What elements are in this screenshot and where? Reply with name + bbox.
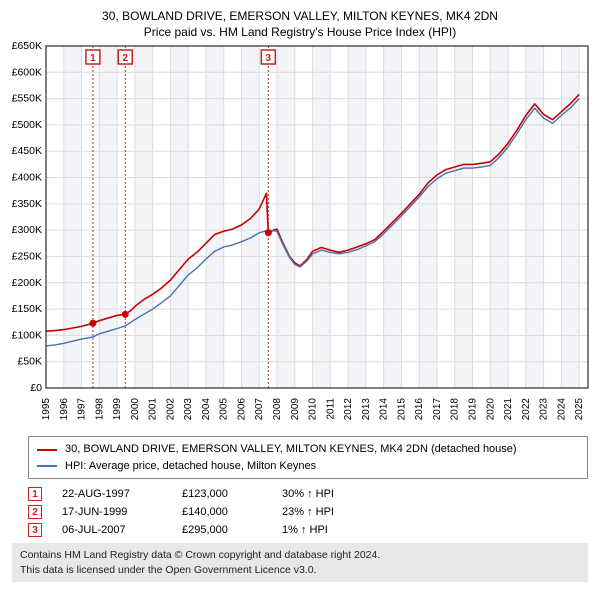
svg-text:2006: 2006 [236,398,247,421]
svg-text:2020: 2020 [485,398,496,421]
sale-price-2: £140,000 [182,506,262,518]
svg-text:£150K: £150K [12,303,42,315]
svg-text:2008: 2008 [272,398,283,421]
svg-text:£300K: £300K [12,225,42,237]
footer-line-2: This data is licensed under the Open Gov… [20,563,580,577]
svg-text:£650K: £650K [12,40,42,52]
svg-text:£0: £0 [30,382,42,394]
legend-swatch-1 [37,449,57,451]
svg-text:2005: 2005 [219,398,230,421]
svg-text:1998: 1998 [94,398,105,421]
title-line-2: Price paid vs. HM Land Registry's House … [0,24,600,40]
sale-hpi-2: 23% ↑ HPI [282,506,372,518]
footer-line-1: Contains HM Land Registry data © Crown c… [20,548,580,562]
chart-area: £0 £50K £100K £150K £200K £250K £300K £350K £400… [0,40,600,430]
svg-text:2025: 2025 [574,398,585,421]
svg-text:2003: 2003 [183,398,194,421]
svg-text:2018: 2018 [450,398,461,421]
sale-price-3: £295,000 [182,524,262,536]
sale-row-1: 1 22-AUG-1997 £123,000 30% ↑ HPI [28,487,600,501]
sale-marker-2: 2 [28,505,42,519]
sale-date-1: 22-AUG-1997 [62,488,162,500]
svg-text:1999: 1999 [112,398,123,421]
svg-text:3: 3 [266,53,272,64]
svg-text:£400K: £400K [12,172,42,184]
sale-row-3: 3 06-JUL-2007 £295,000 1% ↑ HPI [28,523,600,537]
sale-hpi-3: 1% ↑ HPI [282,524,372,536]
legend-label-1: 30, BOWLAND DRIVE, EMERSON VALLEY, MILTO… [65,441,517,458]
svg-text:2024: 2024 [556,398,567,421]
svg-text:2011: 2011 [325,398,336,420]
chart-title: 30, BOWLAND DRIVE, EMERSON VALLEY, MILTO… [0,0,600,40]
svg-text:2012: 2012 [343,398,354,421]
svg-text:£600K: £600K [12,67,42,79]
svg-text:2022: 2022 [521,398,532,421]
svg-text:2016: 2016 [414,398,425,421]
legend-label-2: HPI: Average price, detached house, Milt… [65,458,316,475]
sale-list: 1 22-AUG-1997 £123,000 30% ↑ HPI 2 17-JU… [0,487,600,537]
svg-text:2017: 2017 [432,398,443,421]
legend: 30, BOWLAND DRIVE, EMERSON VALLEY, MILTO… [28,436,588,479]
svg-text:1997: 1997 [77,398,88,421]
svg-text:2000: 2000 [130,398,141,421]
svg-text:£450K: £450K [12,146,42,158]
sale-price-1: £123,000 [182,488,262,500]
svg-text:2023: 2023 [539,398,550,421]
svg-text:2021: 2021 [503,398,514,421]
legend-swatch-2 [37,465,57,467]
svg-text:2014: 2014 [379,398,390,421]
svg-text:1996: 1996 [59,398,70,421]
svg-text:£550K: £550K [12,93,42,105]
title-line-1: 30, BOWLAND DRIVE, EMERSON VALLEY, MILTO… [0,8,600,24]
svg-text:£250K: £250K [12,251,42,263]
sale-marker-3: 3 [28,523,42,537]
svg-text:2013: 2013 [361,398,372,421]
svg-text:1995: 1995 [41,398,52,421]
svg-text:2010: 2010 [308,398,319,421]
svg-text:£200K: £200K [12,277,42,289]
footer-attribution: Contains HM Land Registry data © Crown c… [12,543,588,581]
sale-row-2: 2 17-JUN-1999 £140,000 23% ↑ HPI [28,505,600,519]
svg-text:2001: 2001 [148,398,159,421]
svg-text:2: 2 [122,53,128,64]
svg-text:1: 1 [90,53,96,64]
svg-text:£500K: £500K [12,119,42,131]
svg-text:£350K: £350K [12,198,42,210]
sale-date-2: 17-JUN-1999 [62,506,162,518]
sale-marker-1: 1 [28,487,42,501]
legend-row-hpi: HPI: Average price, detached house, Milt… [37,458,579,475]
line-chart-svg: £0 £50K £100K £150K £200K £250K £300K £350K £400… [0,40,600,430]
svg-text:2007: 2007 [254,398,265,421]
sale-date-3: 06-JUL-2007 [62,524,162,536]
sale-hpi-1: 30% ↑ HPI [282,488,372,500]
svg-text:2002: 2002 [165,398,176,421]
svg-text:2009: 2009 [290,398,301,421]
svg-text:£100K: £100K [12,330,42,342]
svg-text:2019: 2019 [467,398,478,421]
legend-row-price-paid: 30, BOWLAND DRIVE, EMERSON VALLEY, MILTO… [37,441,579,458]
svg-text:2004: 2004 [201,398,212,421]
svg-text:2015: 2015 [396,398,407,421]
svg-text:£50K: £50K [17,356,42,368]
